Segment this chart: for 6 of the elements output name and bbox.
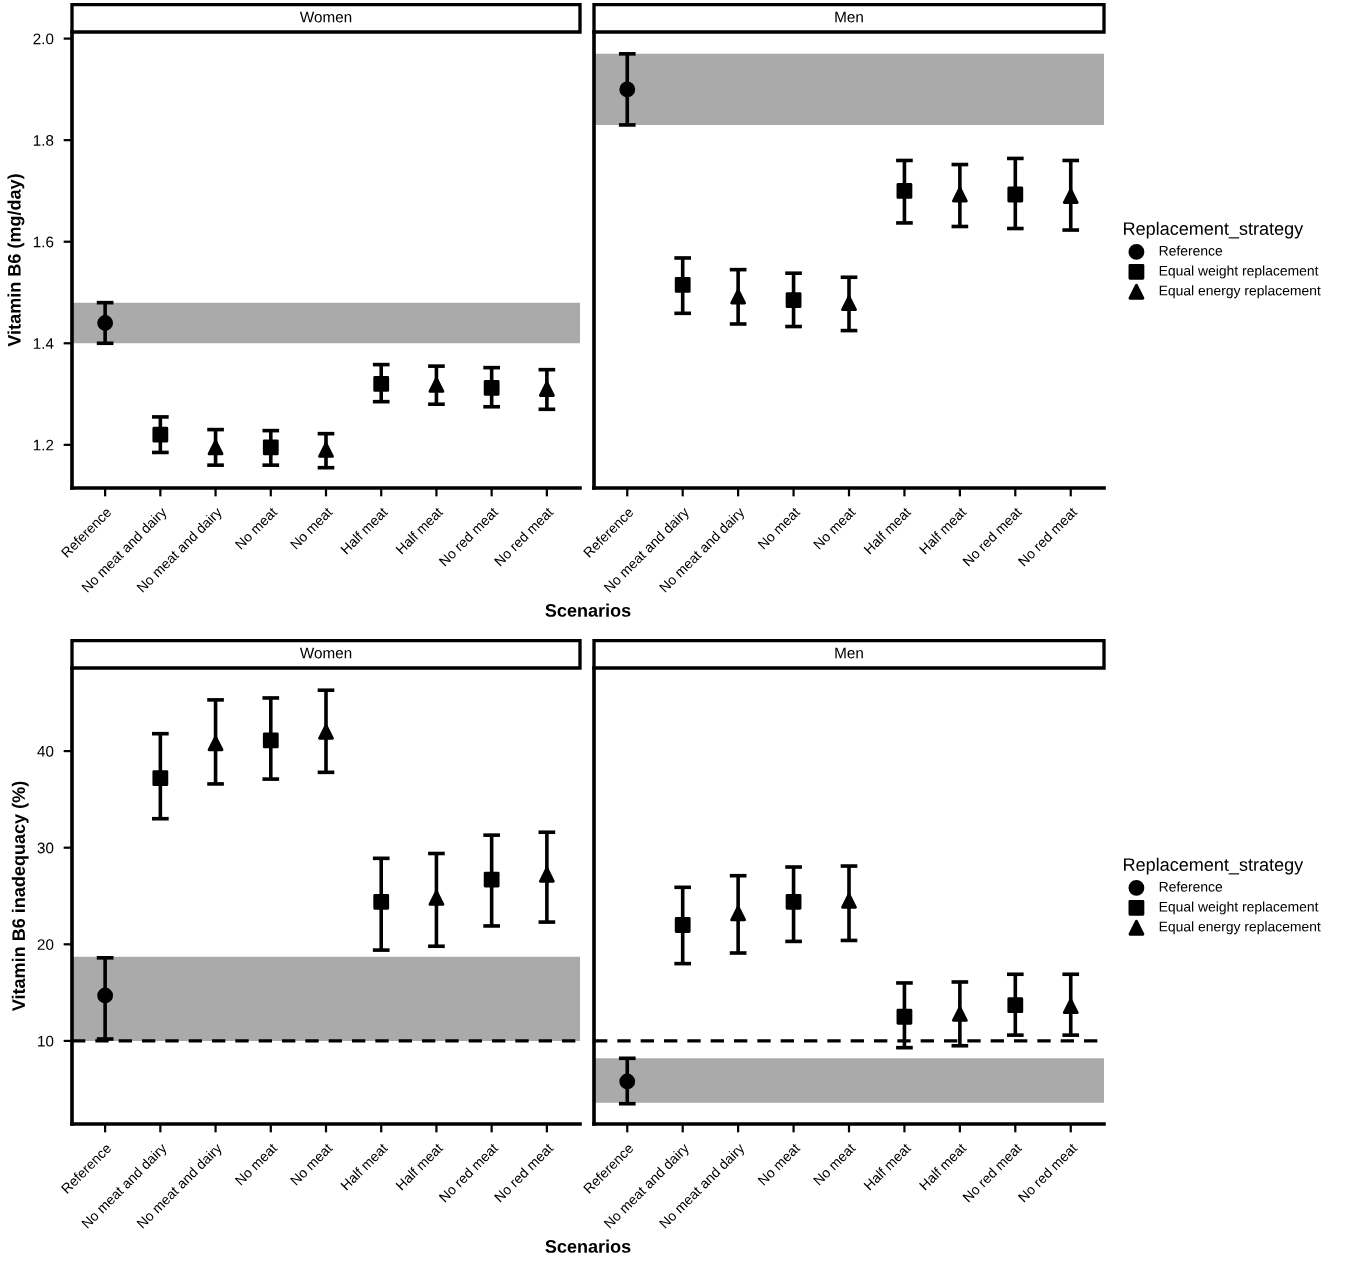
y-axis-title: Vitamin B6 (mg/day) xyxy=(7,174,25,347)
x-axis-title: Scenarios xyxy=(545,1239,631,1253)
y-axis-title: Vitamin B6 inadequacy (%) xyxy=(11,781,29,1012)
legend-title: Replacement_strategy xyxy=(1124,221,1304,239)
legend-title: Replacement_strategy xyxy=(1124,857,1304,875)
x-axis-title: Scenarios xyxy=(545,603,631,617)
